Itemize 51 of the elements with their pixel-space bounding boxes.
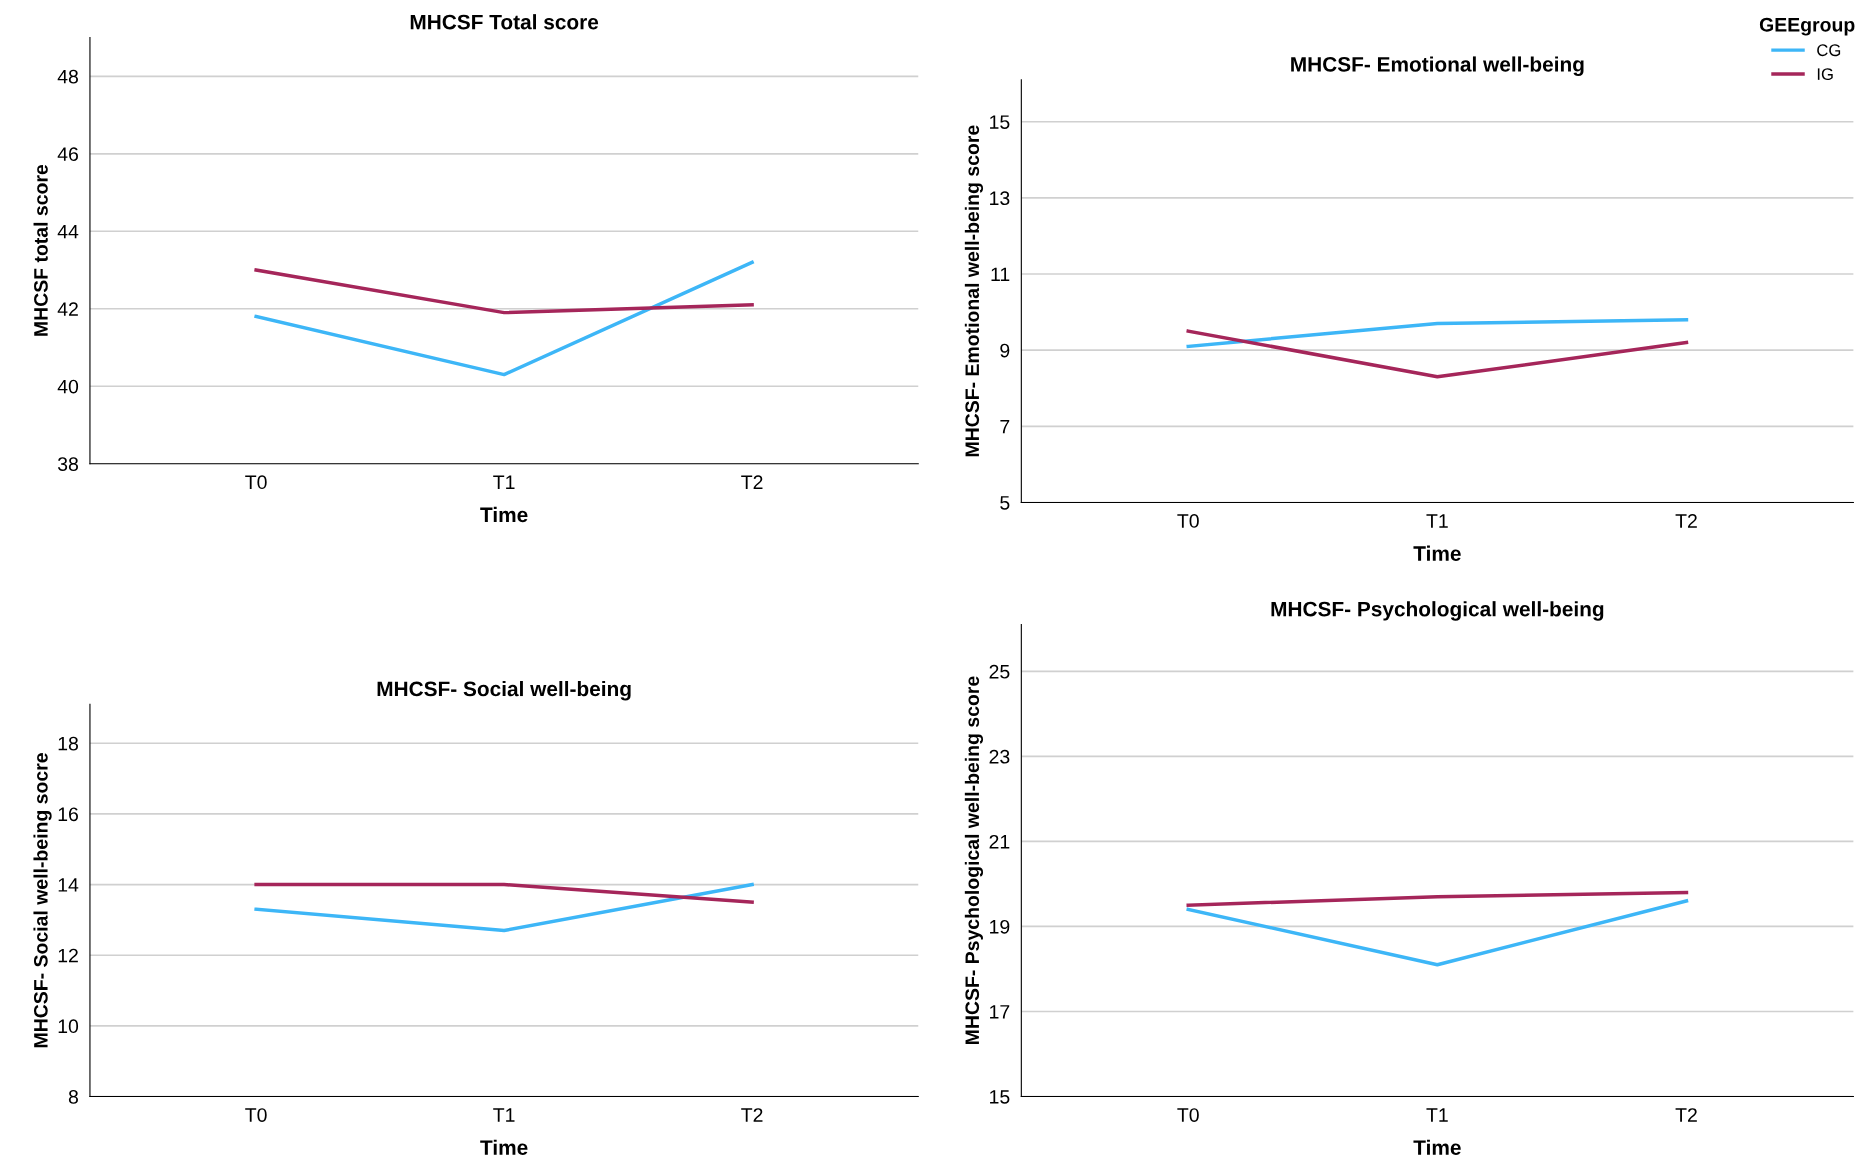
- y-tick-label: 15: [990, 1090, 1010, 1104]
- y-tick-label: 10: [58, 1019, 79, 1034]
- chart-title: MHCSF- Emotional well-being: [1291, 56, 1584, 76]
- y-tick-label: 5: [1000, 496, 1010, 510]
- y-tick-label: 15: [990, 115, 1010, 129]
- x-axis-title: Time: [480, 1139, 528, 1155]
- x-tick-label: T1: [1426, 1108, 1448, 1122]
- chart-title: MHCSF- Psychological well-being: [1271, 601, 1604, 621]
- x-tick-label: T2: [1675, 514, 1697, 528]
- y-tick-label: 12: [58, 948, 78, 963]
- y-axis-title: MHCSF- Emotional well-being score: [964, 125, 984, 457]
- y-tick-label: 13: [990, 191, 1010, 206]
- x-tick-label: T1: [1426, 514, 1448, 528]
- y-tick-label: 42: [57, 302, 78, 316]
- y-axis-title: MHCSF- Social well-being socre: [33, 753, 52, 1048]
- y-tick-label: 48: [57, 69, 78, 84]
- x-tick-label: T1: [493, 1108, 515, 1122]
- y-tick-label: 17: [990, 1005, 1010, 1019]
- x-tick-label: T2: [741, 475, 763, 489]
- y-axis-title: MHCSF total score: [33, 164, 48, 336]
- y-tick-label: 7: [1000, 419, 1010, 434]
- y-tick-label: 23: [989, 749, 1010, 764]
- y-tick-label: 8: [68, 1089, 78, 1104]
- x-tick-label: T0: [1177, 514, 1199, 528]
- y-tick-label: 16: [58, 807, 78, 822]
- y-tick-label: 14: [58, 878, 79, 892]
- x-axis-title: Time: [480, 506, 528, 523]
- x-tick-label: T0: [245, 1108, 267, 1122]
- y-tick-label: 46: [57, 147, 78, 162]
- y-tick-label: 21: [989, 834, 1010, 849]
- x-tick-label: T2: [741, 1108, 763, 1122]
- x-tick-label: T0: [1177, 1108, 1199, 1122]
- x-tick-label: T0: [245, 475, 267, 490]
- y-tick-label: 11: [991, 267, 1010, 282]
- legend-label: IG: [1817, 68, 1833, 80]
- chart-title: MHCSF- Social well-being: [377, 680, 631, 701]
- y-tick-label: 38: [57, 457, 78, 471]
- y-tick-label: 25: [989, 664, 1010, 679]
- x-axis-title: Time: [1413, 545, 1461, 561]
- x-tick-label: T2: [1675, 1108, 1697, 1122]
- x-axis-title: Time: [1413, 1139, 1461, 1155]
- chart-title: MHCSF Total score: [410, 14, 599, 30]
- legend-label: CG: [1817, 44, 1841, 57]
- y-axis-title: MHCSF- Psychological well-being score: [964, 676, 984, 1044]
- x-tick-label: T1: [493, 475, 515, 489]
- y-tick-label: 40: [57, 379, 79, 394]
- y-tick-label: 44: [57, 224, 79, 239]
- y-tick-label: 18: [58, 736, 78, 751]
- y-tick-label: 19: [990, 919, 1010, 934]
- y-tick-label: 9: [1000, 343, 1010, 358]
- legend-title: GEEgroup: [1759, 17, 1855, 36]
